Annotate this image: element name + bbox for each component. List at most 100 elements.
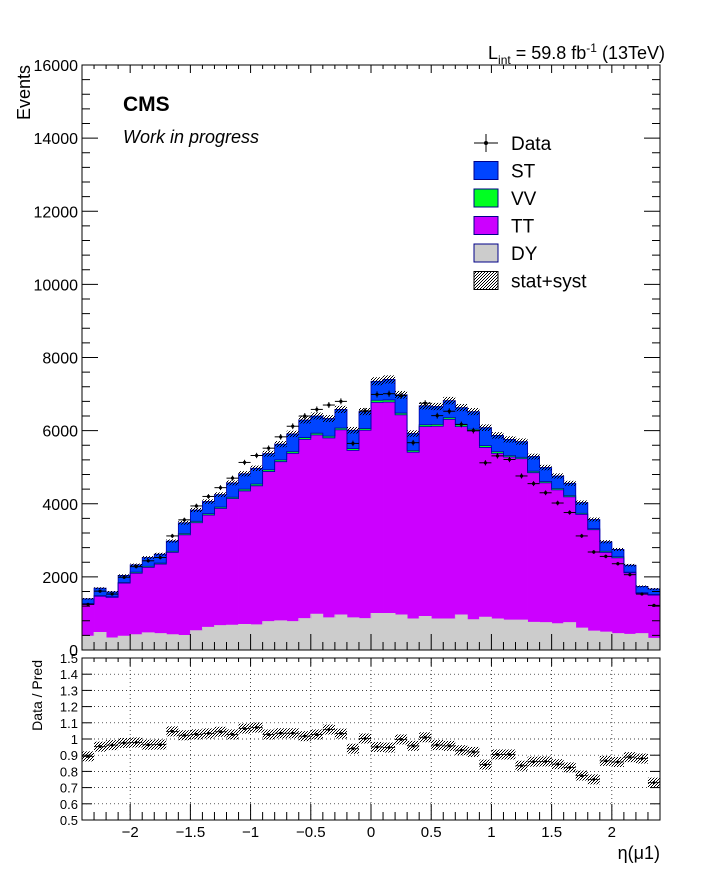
stack-bar-vv [310,433,324,436]
stack-bar-dy [310,614,324,650]
data-point [592,550,596,554]
stack-bar-st [250,468,264,485]
ratio-axis-ticks: 0.50.60.70.80.911.11.21.31.41.5−2 −1.5 −1−… [60,651,661,841]
data-point [447,409,451,413]
uncertainty-box [467,408,480,416]
stack-bar-tt [443,419,456,619]
uncertainty-box [539,464,552,471]
ratio-point [291,731,295,735]
data-point [375,392,379,397]
data-point [255,453,259,458]
stack-bar-tt [515,458,528,621]
data-point [86,602,90,606]
data-point [435,414,439,418]
ratio-panel: 0.50.60.70.80.911.11.21.31.41.5−2 −1.5 −1−… [60,651,661,841]
stack-bar-vv [575,513,589,515]
legend-label: stat+syst [511,272,587,293]
data-point [411,441,415,445]
ratio-y-tick-label: 1.5 [60,651,78,666]
data-point [315,407,319,412]
stack-bar-st [166,541,179,552]
ratio-point [315,732,319,736]
stack-bar-tt [202,515,215,628]
stack-bar-dy [190,630,203,650]
x-tick-label: 1 [487,824,495,841]
stack-bar-tt [250,485,264,625]
stack-bar-tt [106,597,119,638]
stack-bar-vv [587,528,601,530]
uncertainty-box [178,520,191,525]
ratio-y-tick-label: 1.3 [60,683,78,698]
data-point [483,461,487,465]
legend-swatch-tt [473,216,499,235]
stack-bar-st [527,456,540,472]
stack-bar-tt [527,472,540,623]
uncertainty-box [623,563,636,567]
stack-bar-dy [214,625,227,650]
stack-bar-dy [274,620,288,650]
ratio-point [158,743,162,747]
x-tick-label: 1.5 [541,824,562,841]
stack-bar-tt [82,604,95,637]
stack-bar-dy [298,618,312,650]
y-tick-label: 0 [69,643,78,660]
stack-bar-dy [599,632,613,650]
stack-bar-dy [407,618,420,650]
stack-bar-tt [419,426,432,617]
ratio-point [423,735,427,739]
stack-bar-st [130,564,143,573]
data-point [122,575,126,579]
data-point [604,554,608,559]
stack-bar-dy [587,630,601,650]
ratio-y-tick-label: 0.7 [60,781,78,796]
ratio-point [399,737,403,741]
ratio-point [279,731,283,735]
legend-label: TT [511,217,535,238]
uncertainty-box [226,480,239,486]
stack-bar-dy [142,632,155,650]
ratio-point [580,774,584,778]
uncertainty-box [190,507,203,513]
stack-bar-tt [563,496,577,623]
stack-bar-st [286,433,300,452]
uncertainty-box [154,552,167,556]
stack-bar-vv [226,497,239,499]
data-point [471,429,475,433]
stack-bar-tt [310,435,324,615]
stack-bar-tt [154,564,167,634]
ratio-point [267,732,271,736]
ratio-point [640,757,644,761]
uncertainty-box [238,471,251,477]
stack-bar-dy [431,618,444,650]
uncertainty-box [611,547,624,551]
legend-swatch-stat-syst [473,271,499,290]
stack-bar-tt [575,514,589,629]
ratio-y-tick-label: 1.1 [60,716,78,731]
stack-bar-dy [419,616,432,650]
ratio-point [327,728,331,732]
stack-bar-dy [166,634,179,650]
stack-bar-tt [491,453,504,619]
legend-swatch-dy [473,243,499,263]
stack-bar-dy [515,620,528,650]
stack-bar-st [322,418,336,437]
data-point [507,457,512,462]
cms-label: CMS [123,93,170,116]
stack-bar-st [214,494,227,508]
uncertainty-box [274,441,287,448]
stack-bar-tt [130,573,143,635]
stack-bar-vv [611,556,625,558]
stack-bar-vv [383,399,396,403]
stack-bar-tt [190,522,203,631]
data-point [544,491,548,495]
stack-bar-dy [611,633,625,650]
data-point [182,518,186,522]
uncertainty-box [551,473,564,479]
stack-bar-dy [286,621,300,650]
stack-bar-dy [527,622,540,650]
stack-bar-st [539,467,553,482]
stack-bar-st [274,444,288,460]
stack-bar-tt [298,439,312,619]
stack-bar-dy [118,636,131,650]
uncertainty-box [515,438,528,445]
